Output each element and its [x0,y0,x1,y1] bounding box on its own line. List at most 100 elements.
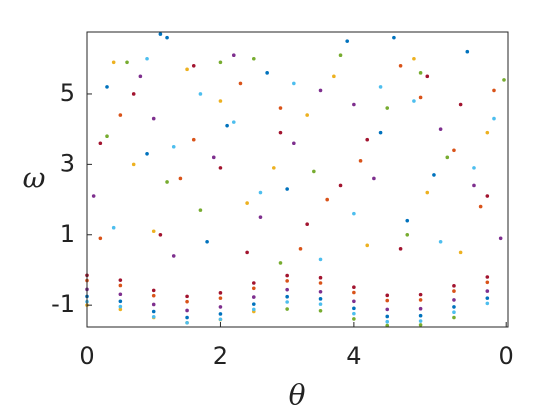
point [158,32,163,36]
point [151,116,156,121]
point [318,297,323,301]
point [285,287,289,292]
point [285,307,289,311]
point [465,49,470,54]
point [418,306,423,311]
point [118,113,123,117]
point [165,180,169,184]
point [218,317,223,322]
point [165,35,169,40]
point [385,106,390,110]
point [245,201,249,205]
point [218,99,223,103]
point [385,314,390,319]
point [325,197,329,202]
point [118,299,123,304]
point [412,56,416,61]
point [418,292,423,297]
point [352,317,356,321]
point [258,190,263,195]
point [118,278,123,282]
point [251,56,256,61]
point [98,141,103,146]
y-tick-label: 1 [60,220,75,248]
y-tick-label: 3 [60,149,75,177]
point [485,289,490,293]
point [211,155,216,160]
points [85,32,506,328]
point [292,141,296,146]
point [485,275,490,279]
point [151,309,156,314]
point [185,294,189,299]
point [478,204,483,209]
point [285,279,289,283]
point [285,300,289,304]
point [405,232,410,237]
point [418,298,423,302]
point [312,169,316,174]
point [372,176,376,181]
point [151,293,156,298]
point [158,232,163,237]
point [318,309,323,313]
point [272,166,276,170]
point [278,106,283,110]
point [485,130,490,135]
x-tick-label: 0 [499,342,514,370]
point [485,194,490,198]
point [145,152,149,156]
point [452,305,456,309]
point [131,162,136,167]
point [445,155,450,160]
point [492,88,496,93]
point [485,301,490,306]
point [485,280,490,285]
point [412,99,416,103]
point [385,307,390,312]
point [425,190,430,195]
y-tick-label: -1 [51,290,75,318]
point [365,137,370,142]
point [418,71,423,75]
point [492,116,496,121]
point [392,35,396,40]
point [385,319,390,324]
point [185,299,189,304]
point [452,315,456,320]
y-axis-label: ω [23,162,46,195]
point [285,187,289,191]
point [345,39,350,43]
point [385,298,390,303]
point [425,74,430,79]
point [245,250,249,255]
point [472,166,476,170]
point [398,63,403,68]
point [218,312,223,316]
y-tick-label: 5 [60,79,75,107]
point [432,173,436,177]
point [458,250,463,255]
point [452,148,456,153]
point [218,166,223,170]
point [151,302,156,307]
point [332,74,336,79]
point [418,319,423,323]
point [338,53,343,58]
point [251,295,256,299]
point [278,130,283,135]
point [458,102,463,107]
point [452,310,456,315]
point [185,308,189,313]
point [258,215,263,219]
point [218,60,223,65]
point [185,315,189,320]
point [205,240,209,244]
point [265,71,269,75]
point [352,311,356,316]
point [318,281,323,285]
point [131,92,136,96]
point [452,289,456,293]
